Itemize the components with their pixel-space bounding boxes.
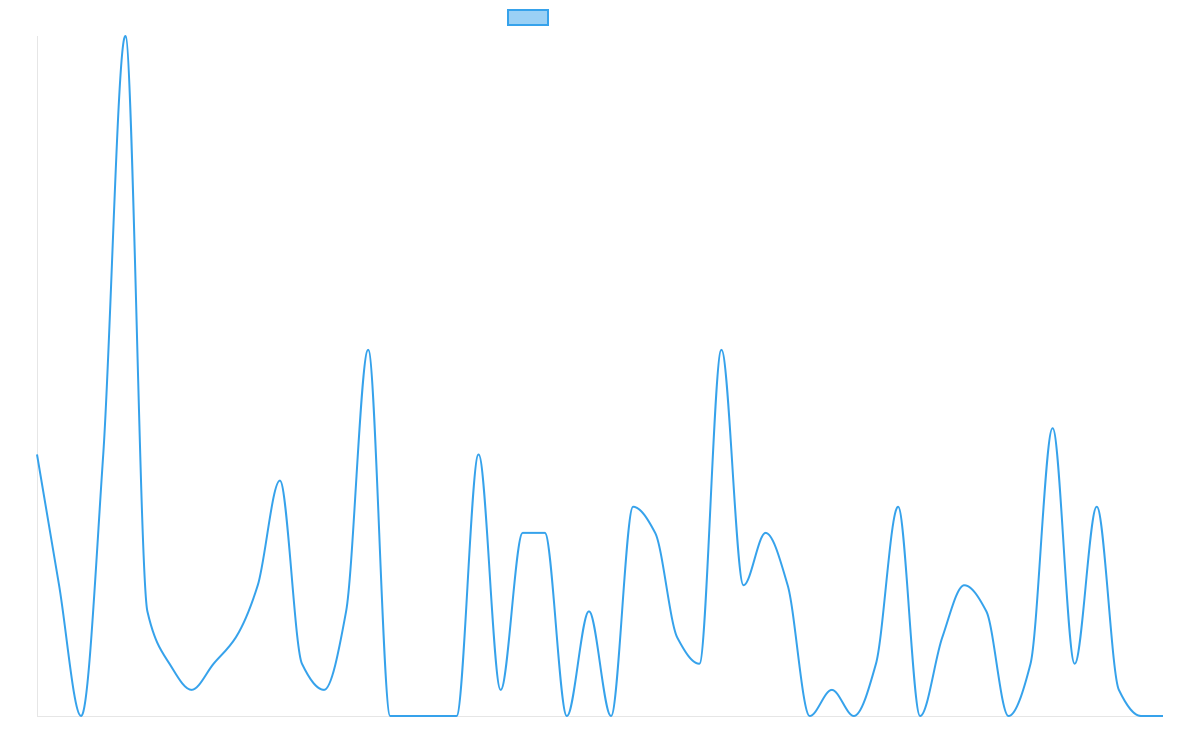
data-point-0-7[interactable]: [188, 686, 196, 694]
data-point-0-15[interactable]: [364, 346, 372, 354]
data-point-0-36[interactable]: [828, 686, 836, 694]
data-point-0-20[interactable]: [475, 450, 483, 458]
data-point-0-43[interactable]: [982, 607, 990, 615]
data-point-0-22[interactable]: [519, 529, 527, 537]
data-point-0-18[interactable]: [430, 712, 438, 720]
data-point-0-5[interactable]: [143, 607, 151, 615]
data-point-0-49[interactable]: [1115, 686, 1123, 694]
data-point-0-6[interactable]: [165, 660, 173, 668]
data-point-0-41[interactable]: [938, 634, 946, 642]
data-point-0-12[interactable]: [298, 660, 306, 668]
data-point-0-16[interactable]: [386, 712, 394, 720]
data-point-0-27[interactable]: [629, 503, 637, 511]
legend-swatch[interactable]: [507, 9, 549, 26]
data-point-0-11[interactable]: [276, 477, 284, 485]
data-point-0-40[interactable]: [916, 712, 924, 720]
data-point-0-28[interactable]: [651, 529, 659, 537]
data-point-0-37[interactable]: [850, 712, 858, 720]
data-point-0-44[interactable]: [1004, 712, 1012, 720]
legend[interactable]: [507, 9, 549, 26]
data-point-0-48[interactable]: [1093, 503, 1101, 511]
data-point-0-19[interactable]: [452, 712, 460, 720]
data-point-0-4[interactable]: [121, 32, 129, 40]
data-point-0-21[interactable]: [497, 686, 505, 694]
data-point-0-38[interactable]: [872, 660, 880, 668]
data-point-0-47[interactable]: [1071, 660, 1079, 668]
data-point-0-30[interactable]: [695, 660, 703, 668]
data-point-0-24[interactable]: [563, 712, 571, 720]
data-point-0-2[interactable]: [77, 712, 85, 720]
data-point-0-8[interactable]: [210, 660, 218, 668]
data-point-0-1[interactable]: [55, 581, 63, 589]
data-point-0-31[interactable]: [717, 346, 725, 354]
data-point-0-3[interactable]: [99, 450, 107, 458]
data-point-0-29[interactable]: [673, 634, 681, 642]
data-point-0-39[interactable]: [894, 503, 902, 511]
data-point-0-10[interactable]: [254, 581, 262, 589]
series-line-0[interactable]: [36, 35, 1163, 717]
data-point-0-32[interactable]: [740, 581, 748, 589]
data-point-0-0[interactable]: [33, 450, 41, 458]
data-point-0-50[interactable]: [1137, 712, 1145, 720]
data-point-0-33[interactable]: [762, 529, 770, 537]
data-point-0-45[interactable]: [1027, 660, 1035, 668]
data-point-0-17[interactable]: [408, 712, 416, 720]
series-group: [33, 32, 1167, 720]
data-point-0-26[interactable]: [607, 712, 615, 720]
data-point-0-9[interactable]: [232, 634, 240, 642]
data-point-0-13[interactable]: [320, 686, 328, 694]
data-point-0-51[interactable]: [1159, 712, 1167, 720]
data-point-0-23[interactable]: [541, 529, 549, 537]
data-point-0-25[interactable]: [585, 607, 593, 615]
data-point-0-42[interactable]: [960, 581, 968, 589]
data-point-0-34[interactable]: [784, 581, 792, 589]
data-point-0-35[interactable]: [806, 712, 814, 720]
data-point-0-14[interactable]: [342, 607, 350, 615]
data-point-0-46[interactable]: [1049, 424, 1057, 432]
